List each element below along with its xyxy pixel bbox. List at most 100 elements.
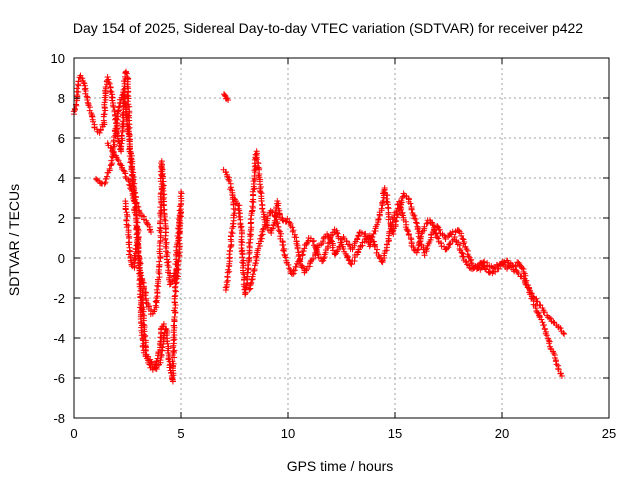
data-point xyxy=(259,226,266,233)
data-point xyxy=(520,275,527,282)
data-point xyxy=(135,203,142,210)
data-point xyxy=(147,358,154,365)
data-point xyxy=(157,218,164,225)
data-point xyxy=(303,240,310,247)
data-point xyxy=(169,358,176,365)
data-point xyxy=(228,242,235,249)
y-tick-label: -2 xyxy=(53,291,65,306)
data-point xyxy=(528,290,535,297)
data-point xyxy=(269,209,276,216)
data-point xyxy=(384,192,391,199)
data-point xyxy=(152,361,159,368)
data-point xyxy=(550,319,557,326)
data-point xyxy=(108,145,115,152)
data-point xyxy=(225,97,232,103)
data-point xyxy=(249,188,256,195)
x-tick-label: 15 xyxy=(388,426,402,441)
data-point xyxy=(112,125,119,132)
data-point xyxy=(470,265,477,272)
data-point xyxy=(229,225,236,232)
data-point xyxy=(137,260,144,267)
data-point xyxy=(543,332,550,339)
data-point xyxy=(142,292,149,299)
data-point xyxy=(348,261,355,268)
data-point xyxy=(375,216,382,223)
data-point xyxy=(259,205,266,212)
data-point xyxy=(315,251,321,258)
data-point xyxy=(393,217,400,224)
data-point xyxy=(117,143,124,150)
data-point xyxy=(164,340,171,347)
data-point xyxy=(378,205,385,212)
data-point xyxy=(134,230,141,237)
data-point xyxy=(128,188,135,194)
data-point xyxy=(126,181,133,188)
data-point xyxy=(296,257,303,264)
data-point xyxy=(258,198,265,204)
y-tick-label: 6 xyxy=(58,131,65,146)
data-point xyxy=(115,113,122,120)
data-point xyxy=(407,200,414,207)
data-point xyxy=(432,226,438,233)
data-point xyxy=(374,221,381,228)
data-point xyxy=(123,69,129,76)
data-point xyxy=(280,242,287,248)
data-point xyxy=(75,88,82,95)
y-tick-label: 2 xyxy=(58,211,65,226)
data-point xyxy=(522,280,529,287)
data-point xyxy=(530,293,537,300)
y-tick-label: 8 xyxy=(58,91,65,106)
data-point xyxy=(239,259,246,266)
data-point xyxy=(143,299,150,306)
data-point xyxy=(126,153,133,160)
data-point xyxy=(139,300,146,307)
data-point xyxy=(495,265,502,272)
data-point xyxy=(79,75,86,82)
data-point xyxy=(481,263,488,270)
data-point xyxy=(309,255,316,262)
data-point xyxy=(446,241,453,248)
data-point xyxy=(223,169,230,175)
data-point xyxy=(110,104,117,110)
data-point xyxy=(411,215,418,222)
data-point xyxy=(135,235,142,241)
data-point xyxy=(413,219,420,226)
y-axis-label: SDTVAR / TECUs xyxy=(6,184,22,296)
data-point xyxy=(138,272,145,279)
data-point xyxy=(404,227,411,234)
data-point xyxy=(226,263,232,270)
data-point xyxy=(561,331,568,337)
data-point xyxy=(356,246,362,253)
data-point xyxy=(159,175,166,182)
data-point xyxy=(383,198,390,205)
data-point xyxy=(362,236,369,242)
data-point xyxy=(273,219,280,225)
data-point xyxy=(414,247,421,254)
data-point xyxy=(384,241,391,248)
data-point xyxy=(246,286,253,293)
data-point xyxy=(172,292,179,299)
data-point xyxy=(162,236,169,243)
data-point xyxy=(239,254,246,261)
data-point xyxy=(71,105,78,112)
data-point xyxy=(258,232,265,239)
data-point xyxy=(320,255,327,262)
data-point xyxy=(374,246,381,253)
data-point xyxy=(434,223,441,230)
data-point xyxy=(448,231,455,238)
data-point xyxy=(558,373,565,379)
data-point xyxy=(389,216,396,222)
data-point xyxy=(293,264,299,270)
data-point xyxy=(297,256,304,263)
data-point xyxy=(177,220,184,227)
data-point xyxy=(109,148,116,155)
data-point xyxy=(492,268,499,275)
data-point xyxy=(132,255,139,262)
data-point xyxy=(458,249,465,256)
data-point xyxy=(245,265,252,272)
data-point xyxy=(280,247,287,254)
data-point xyxy=(173,288,179,295)
data-point xyxy=(284,215,291,222)
data-point xyxy=(459,235,466,242)
x-tick-label: 10 xyxy=(281,426,295,441)
